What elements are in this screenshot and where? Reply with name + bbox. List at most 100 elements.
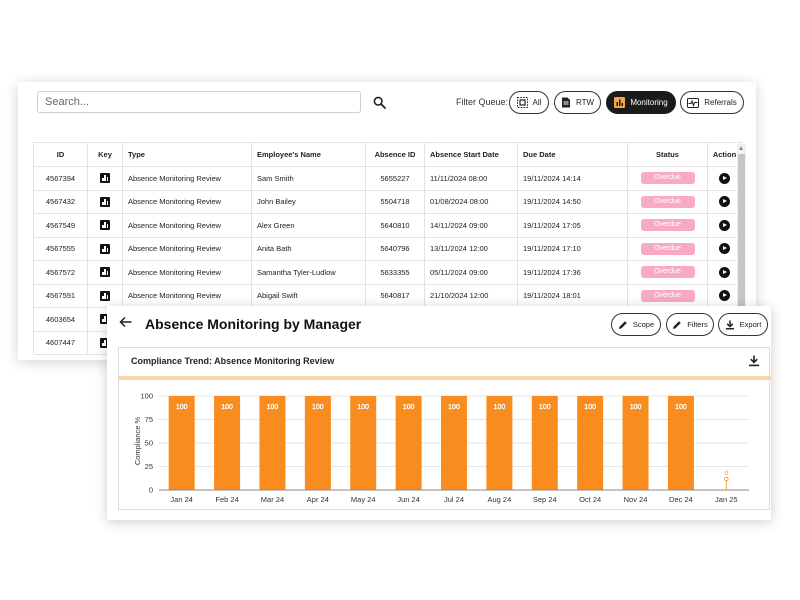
bar-chart-icon: [100, 173, 110, 184]
filters-label: Filters: [687, 320, 708, 329]
x-tick-label: Feb 24: [215, 495, 238, 504]
filter-rtw-button[interactable]: RTW: [554, 91, 601, 114]
status-badge: Overdue: [640, 289, 695, 302]
play-button[interactable]: [719, 290, 730, 302]
row-due-date: 19/11/2024 14:14: [517, 166, 628, 191]
table-scrollbar[interactable]: [737, 144, 746, 360]
row-absence-start-date: 14/11/2024 09:00: [424, 213, 518, 238]
play-button[interactable]: [719, 172, 730, 184]
scope-label: Scope: [632, 320, 655, 329]
bar[interactable]: [622, 396, 649, 490]
row-absence-start-date: 21/10/2024 12:00: [424, 283, 518, 308]
header-absence-id[interactable]: Absence ID: [365, 142, 425, 167]
bar[interactable]: [577, 396, 604, 490]
play-button[interactable]: [719, 243, 730, 255]
bar[interactable]: [667, 396, 694, 490]
x-tick-label: May 24: [351, 495, 376, 504]
arrow-left-icon: [119, 316, 132, 328]
bar[interactable]: [214, 396, 241, 490]
scrollbar-thumb[interactable]: [738, 154, 745, 312]
row-absence-id: 5640796: [365, 236, 425, 261]
bar[interactable]: [304, 396, 331, 490]
table-row[interactable]: 4567549 Absence Monitoring Review Alex Gre…: [33, 213, 742, 238]
back-button[interactable]: [119, 315, 133, 329]
filter-queue-label: Filter Queue:: [456, 97, 509, 107]
bar-chart-icon: [100, 220, 110, 231]
bar[interactable]: [486, 396, 513, 490]
play-button[interactable]: [719, 219, 730, 231]
x-tick-label: Aug 24: [487, 495, 511, 504]
data-label: 100: [357, 404, 369, 411]
status-badge: Overdue: [640, 195, 695, 208]
compliance-trend-card: Compliance Trend: Absence Monitoring Rev…: [118, 347, 771, 510]
filters-button[interactable]: Filters: [666, 313, 714, 336]
table-row[interactable]: 4567591 Absence Monitoring Review Abigail …: [33, 283, 742, 308]
header-type[interactable]: Type: [122, 142, 252, 167]
bar[interactable]: [531, 396, 558, 490]
x-tick-label: Dec 24: [669, 495, 693, 504]
export-button[interactable]: Export: [718, 313, 768, 336]
table-row[interactable]: 4567555 Absence Monitoring Review Anita Ba…: [33, 236, 742, 261]
row-type: Absence Monitoring Review: [122, 166, 252, 191]
row-due-date: 19/11/2024 14:50: [517, 189, 628, 214]
data-label: 100: [267, 404, 279, 411]
bar[interactable]: [350, 396, 377, 490]
row-status: Overdue: [627, 166, 708, 191]
status-badge: Overdue: [640, 266, 695, 279]
row-absence-id: 5655227: [365, 166, 425, 191]
row-key: [87, 189, 123, 214]
play-button[interactable]: [719, 266, 730, 278]
row-key: [87, 260, 123, 285]
header-key[interactable]: Key: [87, 142, 123, 167]
row-absence-id: 5504718: [365, 189, 425, 214]
page-title: Absence Monitoring by Manager: [145, 316, 362, 332]
bar[interactable]: [259, 396, 286, 490]
row-id: 4567432: [33, 189, 88, 214]
row-absence-start-date: 11/11/2024 08:00: [424, 166, 518, 191]
row-type: Absence Monitoring Review: [122, 260, 252, 285]
y-axis-ticks: 0 25 50 75 100: [140, 392, 153, 495]
search-input[interactable]: [37, 91, 361, 113]
chart-accent-bar: [119, 376, 771, 380]
header-action[interactable]: Action: [707, 142, 742, 167]
data-point[interactable]: [724, 476, 729, 482]
bar-chart-icon: [100, 267, 110, 278]
y-tick-label: 50: [145, 439, 153, 448]
absence-monitoring-panel: Absence Monitoring by Manager Scope Filt…: [107, 306, 771, 520]
filter-all-button[interactable]: All: [509, 91, 549, 114]
table-row[interactable]: 4567572 Absence Monitoring Review Samantha…: [33, 260, 742, 285]
row-absence-id: 5640810: [365, 213, 425, 238]
pencil-icon: [673, 320, 682, 329]
row-due-date: 19/11/2024 17:05: [517, 213, 628, 238]
row-employee-name: Sam Smith: [251, 166, 366, 191]
table-row[interactable]: 4567432 Absence Monitoring Review John Bai…: [33, 189, 742, 214]
row-key: [87, 283, 123, 308]
bar[interactable]: [441, 396, 467, 490]
bar[interactable]: [395, 396, 422, 490]
header-due-date[interactable]: Due Date: [517, 142, 628, 167]
play-button[interactable]: [719, 196, 730, 208]
row-status: Overdue: [627, 189, 708, 214]
export-label: Export: [739, 320, 762, 329]
search-button[interactable]: [370, 93, 388, 111]
filter-monitoring-button[interactable]: Monitoring: [606, 91, 676, 114]
row-due-date: 19/11/2024 18:01: [517, 283, 628, 308]
row-employee-name: Abigail Swift: [251, 283, 366, 308]
row-key: [87, 213, 123, 238]
filter-referrals-button[interactable]: Referrals: [680, 91, 744, 114]
header-absence-start-date[interactable]: Absence Start Date: [424, 142, 518, 167]
chart-download-button[interactable]: [748, 354, 760, 367]
header-status[interactable]: Status: [627, 142, 708, 167]
row-id: 4567549: [33, 213, 88, 238]
header-id[interactable]: ID: [33, 142, 88, 167]
x-tick-label: Jul 24: [444, 495, 464, 504]
document-icon: [561, 97, 570, 108]
bar[interactable]: [168, 396, 195, 490]
header-employee-name[interactable]: Employee's Name: [251, 142, 366, 167]
scope-button[interactable]: Scope: [611, 313, 661, 336]
bar-chart-icon: [100, 243, 110, 254]
scroll-up-arrow-icon[interactable]: [739, 146, 743, 150]
row-key: [87, 236, 123, 261]
table-row[interactable]: 4567394 Absence Monitoring Review Sam Smit…: [33, 166, 742, 191]
